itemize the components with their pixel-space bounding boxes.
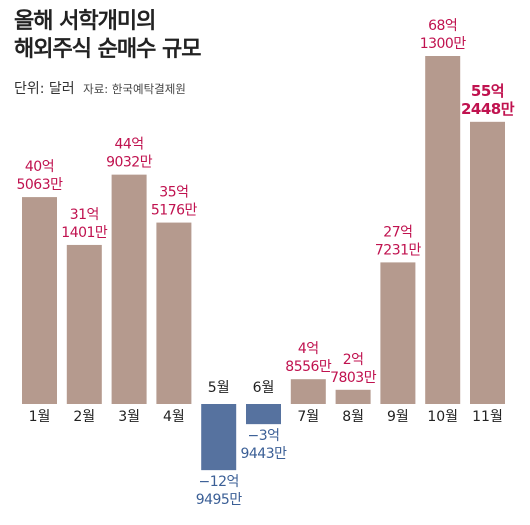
- data-label: 55억: [471, 82, 504, 100]
- data-label: 1401만: [61, 225, 108, 241]
- data-label: 8556만: [285, 359, 332, 375]
- data-label: 9443만: [240, 446, 287, 462]
- bar-11: [470, 121, 505, 405]
- bar-1: [22, 197, 57, 404]
- x-tick-label: 11월: [472, 409, 503, 425]
- x-tick-label: 4월: [163, 409, 185, 425]
- data-label: 35억: [159, 185, 188, 201]
- bar-5: [201, 404, 237, 471]
- x-tick-label: 2월: [73, 409, 95, 425]
- title-line-1: 올해 서학개미의: [14, 9, 156, 34]
- data-label: 5063만: [16, 177, 63, 193]
- x-tick-label: 9월: [387, 409, 409, 425]
- data-label: 7231만: [375, 242, 422, 258]
- data-label: 2448만: [461, 100, 515, 118]
- data-label: 7803만: [330, 370, 377, 386]
- data-label: 1300만: [420, 36, 467, 52]
- bar-7: [290, 379, 326, 404]
- x-tick-label: 10월: [427, 409, 458, 425]
- bar-4: [156, 222, 192, 404]
- bar-9: [380, 262, 416, 404]
- bar-8: [335, 389, 371, 404]
- unit-label: 단위: 달러: [14, 81, 75, 97]
- chart-subtitle: 단위: 달러 자료: 한국예탁결제원: [14, 78, 186, 98]
- data-label: 44억: [114, 137, 143, 153]
- bar-3: [111, 174, 147, 404]
- data-label: 5176만: [151, 203, 198, 219]
- data-label: 27억: [383, 224, 412, 240]
- data-label: 9495만: [196, 492, 243, 508]
- data-label: 40억: [25, 159, 54, 175]
- source-label: 자료: 한국예탁결제원: [83, 82, 186, 96]
- x-tick-label: 1월: [29, 409, 51, 425]
- bar-6: [246, 404, 281, 425]
- x-tick-label: 7월: [297, 409, 319, 425]
- data-label: 2억: [343, 352, 364, 368]
- data-label: −3억: [247, 428, 279, 444]
- bar-2: [66, 244, 102, 404]
- bar-10: [425, 56, 461, 404]
- x-tick-label: 6월: [253, 380, 275, 396]
- data-label: −12억: [198, 474, 238, 490]
- data-label: 4억: [298, 341, 319, 357]
- chart-title: 올해 서학개미의 해외주식 순매수 규모: [14, 8, 374, 64]
- x-tick-label: 3월: [118, 409, 140, 425]
- data-label: 68억: [428, 18, 457, 34]
- data-label: 9032만: [106, 155, 153, 171]
- title-line-2: 해외주식 순매수 규모: [14, 37, 201, 62]
- x-tick-label: 5월: [208, 380, 230, 396]
- data-label: 31억: [70, 207, 99, 223]
- x-tick-label: 8월: [342, 409, 364, 425]
